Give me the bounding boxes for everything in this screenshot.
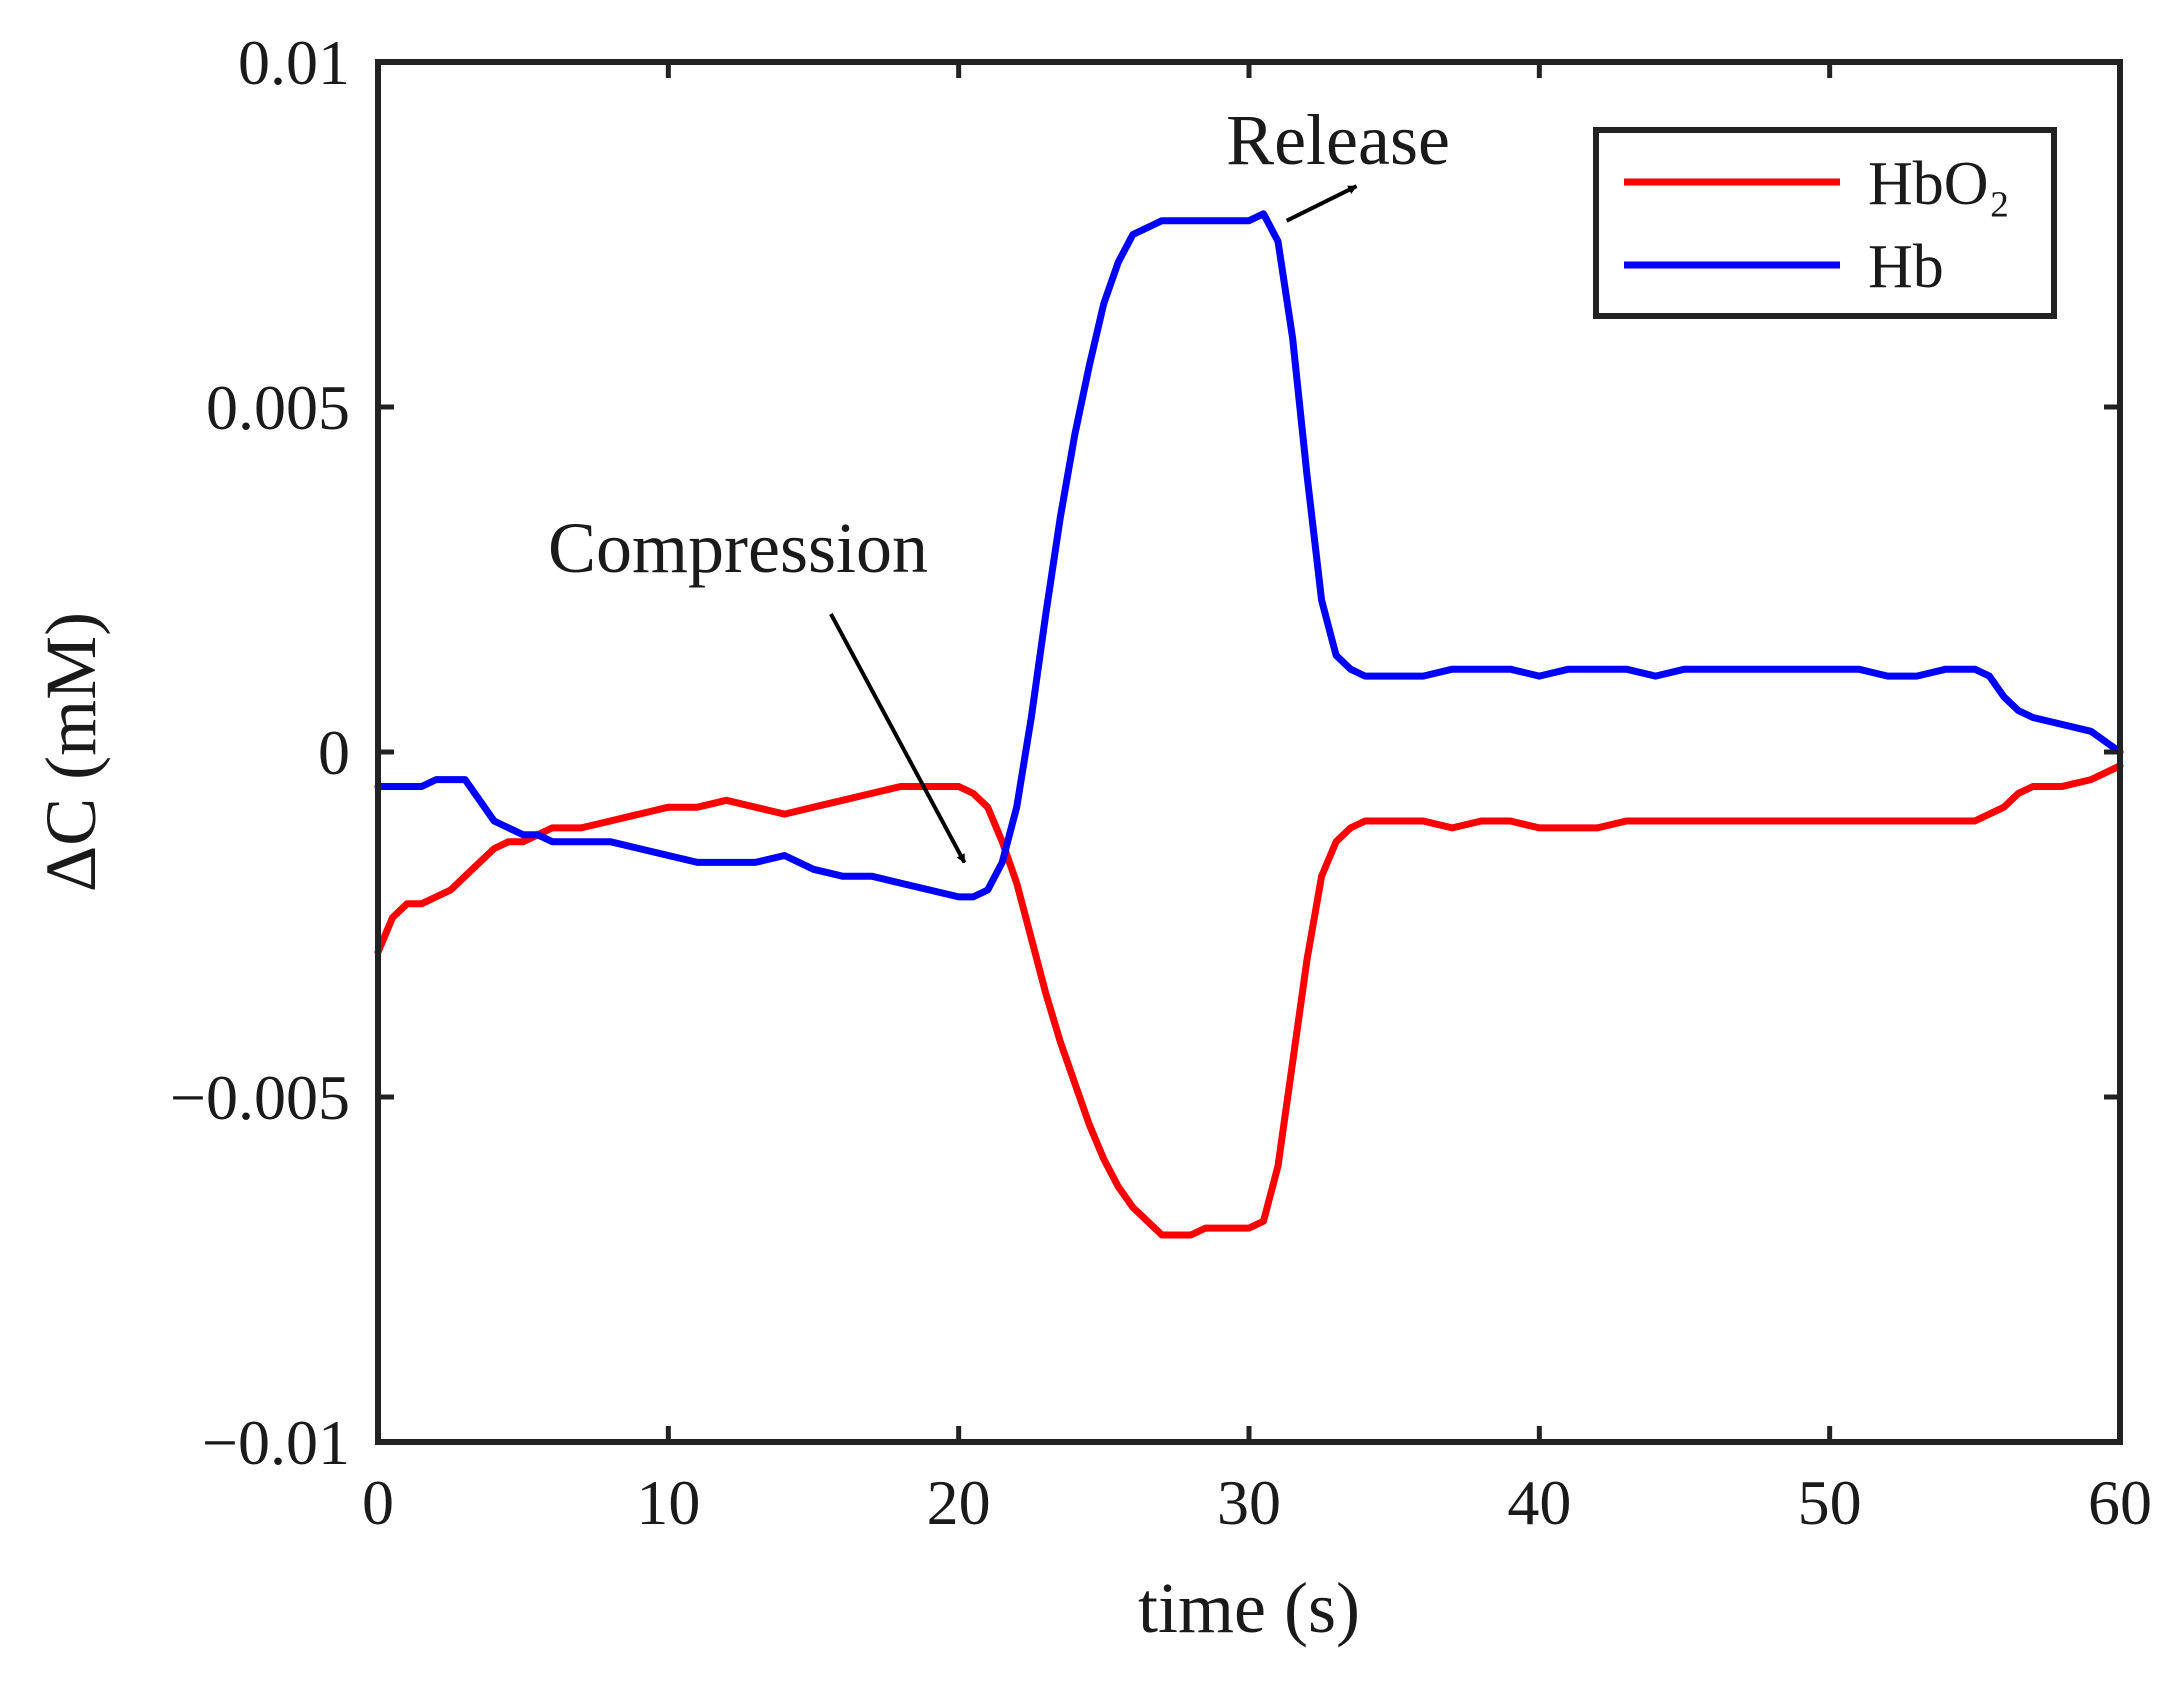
y-axis-label: ΔC (mM) <box>31 612 111 892</box>
y-tick-label: −0.01 <box>202 1407 350 1478</box>
x-tick-label: 0 <box>362 1467 394 1538</box>
series-line-hb <box>374 210 2124 901</box>
legend-label-hb: Hb <box>1868 233 1944 301</box>
x-tick-label: 40 <box>1507 1467 1571 1538</box>
x-tick-label: 50 <box>1798 1467 1862 1538</box>
tick-layer: 0 10 20 30 40 50 60 0.01 0.005 0 −0.005 −0.01 <box>170 27 2152 1538</box>
x-tick-label: 60 <box>2088 1467 2152 1538</box>
y-tick-label: −0.005 <box>170 1062 350 1133</box>
legend: HbO₂ Hb <box>1593 127 2057 319</box>
series-layer <box>374 210 2124 1239</box>
release-arrow <box>1285 184 1358 223</box>
x-tick-label: 30 <box>1217 1467 1281 1538</box>
x-axis-label: time (s) <box>1138 1568 1360 1648</box>
compression-arrow <box>829 613 967 864</box>
annotation-layer: Compression Release <box>548 100 1450 864</box>
y-tick-label: 0.005 <box>206 372 350 443</box>
x-tick-label: 20 <box>927 1467 991 1538</box>
plot-frame <box>375 59 2123 1445</box>
compression-annotation: Compression <box>548 508 928 588</box>
y-tick-label: 0.01 <box>238 27 350 98</box>
series-line-hbo2 <box>374 762 2124 1239</box>
legend-box <box>1593 127 2057 319</box>
x-tick-label: 10 <box>636 1467 700 1538</box>
legend-label-hbo2: HbO₂ <box>1868 150 2010 218</box>
y-tick-label: 0 <box>318 717 350 788</box>
release-annotation: Release <box>1226 100 1450 180</box>
